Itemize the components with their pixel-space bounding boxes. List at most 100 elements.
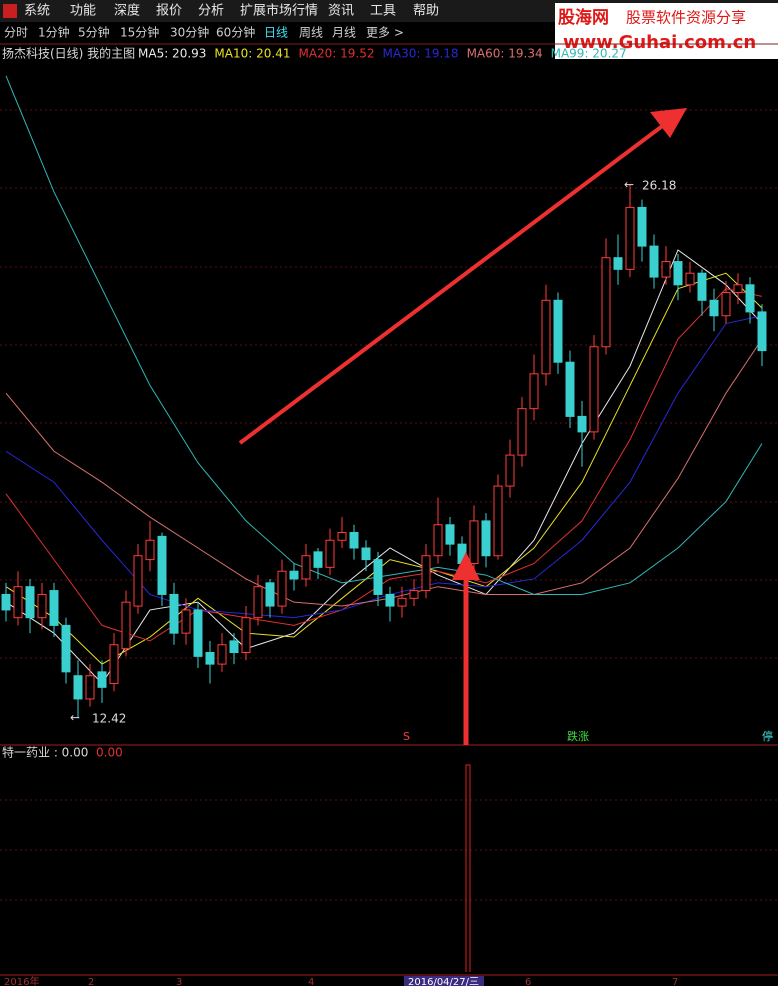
- candle-body: [109, 644, 119, 684]
- ma-line: [5, 315, 763, 619]
- app-icon: [3, 4, 17, 18]
- candle-body: [313, 551, 323, 568]
- tab[interactable]: 15分钟: [120, 25, 159, 40]
- chart-title: 扬杰科技(日线) 我的主图: [2, 46, 135, 61]
- x-label: 7: [672, 977, 678, 986]
- candle-body: [217, 644, 227, 665]
- legend-entry: MA60: 19.34: [467, 47, 543, 61]
- candle-body: [25, 586, 35, 619]
- candle-body: [637, 206, 647, 247]
- candle-body: [85, 675, 95, 700]
- candle-body: [37, 593, 47, 619]
- candle-body: [49, 590, 59, 626]
- tab[interactable]: 分时: [4, 26, 28, 40]
- x-label: 6: [525, 977, 531, 986]
- menu-item[interactable]: 分析: [198, 4, 224, 19]
- tab[interactable]: 5分钟: [78, 25, 110, 40]
- tab[interactable]: 周线: [299, 26, 323, 40]
- watermark-url: www.Guhai.com.cn: [563, 32, 756, 53]
- trend-arrow: [238, 122, 667, 445]
- indicator-value: 0.00: [96, 746, 123, 760]
- menu-item[interactable]: 扩展市场行情: [240, 3, 318, 19]
- candle-body: [625, 206, 635, 270]
- candle-body: [409, 590, 419, 599]
- ma-line: [5, 272, 763, 665]
- event-marker: S: [403, 730, 410, 743]
- watermark-slogan: 股票软件资源分享: [626, 9, 746, 27]
- candle-body: [229, 640, 239, 653]
- x-label: 3: [176, 977, 182, 986]
- candle-body: [277, 570, 287, 607]
- menu-item[interactable]: 资讯: [328, 4, 354, 19]
- legend-entry: MA99: 20.27: [551, 47, 627, 61]
- candle-body: [433, 524, 443, 557]
- candle-body: [253, 586, 263, 619]
- legend-entry: MA30: 19.18: [383, 47, 459, 61]
- candle-body: [337, 532, 347, 541]
- candle-body: [289, 570, 299, 580]
- candle-body: [421, 555, 431, 592]
- watermark: 股海网 股票软件资源分享 www.Guhai.com.cn: [555, 3, 778, 59]
- candle-body: [697, 272, 707, 301]
- ma-line: [5, 338, 763, 607]
- watermark-box: [555, 3, 778, 59]
- candle-body: [481, 520, 491, 557]
- tab[interactable]: 1分钟: [38, 25, 70, 40]
- high-arrow: ←: [624, 178, 634, 192]
- candle-body: [265, 582, 275, 607]
- candle-body: [169, 593, 179, 634]
- candle-body: [349, 532, 359, 549]
- tab[interactable]: 30分钟: [170, 25, 209, 40]
- candle-body: [181, 609, 191, 634]
- signal-spike: [465, 764, 471, 972]
- candle-body: [145, 539, 155, 561]
- candle-body: [709, 299, 719, 317]
- ma-line: [5, 249, 763, 685]
- menu-item[interactable]: 帮助: [413, 4, 439, 19]
- menu-item[interactable]: 报价: [156, 4, 182, 19]
- candle-body: [445, 524, 455, 545]
- legend-entry: MA5: 20.93: [138, 47, 206, 61]
- candle-body: [133, 555, 143, 607]
- legend-entry: MA10: 20.41: [214, 47, 290, 61]
- candle-body: [529, 373, 539, 410]
- menu-item[interactable]: 工具: [370, 4, 396, 19]
- grid: [0, 109, 778, 901]
- x-label: 2016/04/27/三: [408, 977, 479, 986]
- tab[interactable]: 60分钟: [216, 25, 255, 40]
- tab[interactable]: 日线: [264, 26, 288, 40]
- candle-body: [325, 539, 335, 568]
- candle-body: [721, 292, 731, 317]
- candle-body: [205, 651, 215, 665]
- candle-body: [601, 257, 611, 348]
- legend-entry: MA20: 19.52: [298, 47, 374, 61]
- candle-body: [61, 624, 71, 673]
- candle-body: [613, 257, 623, 270]
- trend-arrow-head: [650, 108, 687, 138]
- candle-body: [469, 520, 479, 564]
- candle-body: [565, 361, 575, 417]
- signal-arrow-head: [452, 552, 480, 580]
- menu-item[interactable]: 功能: [70, 4, 96, 19]
- candle-body: [493, 485, 503, 557]
- x-label: 4: [308, 977, 314, 986]
- date-highlight: [404, 976, 484, 986]
- candle-body: [505, 454, 515, 487]
- high-label: 26.18: [642, 179, 676, 193]
- candle-body: [745, 284, 755, 313]
- tab[interactable]: 更多 >: [366, 26, 404, 40]
- low-arrow: ←: [70, 711, 80, 725]
- candle-body: [541, 299, 551, 375]
- candle-body: [193, 609, 203, 657]
- ma-line: [5, 75, 763, 595]
- menu-item[interactable]: 系统: [24, 4, 50, 19]
- candle-body: [13, 586, 23, 619]
- candle-body: [73, 675, 83, 700]
- x-label: 2: [88, 977, 94, 986]
- menu-item[interactable]: 深度: [114, 3, 140, 19]
- tab[interactable]: 月线: [332, 26, 356, 40]
- candle-body: [661, 261, 671, 278]
- candle-body: [157, 535, 167, 595]
- low-label: 12.42: [92, 712, 126, 726]
